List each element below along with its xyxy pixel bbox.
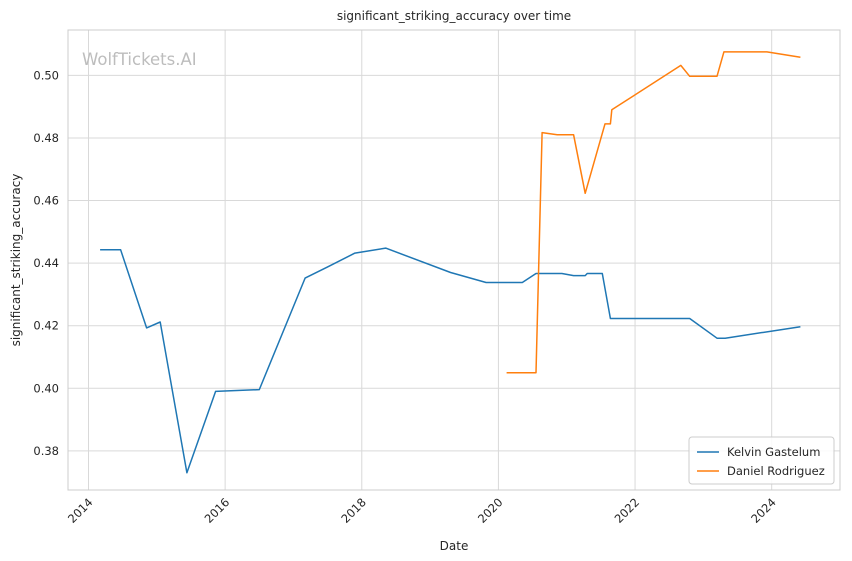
series-layer (100, 51, 801, 474)
y-tick-label: 0.44 (33, 256, 59, 270)
y-tick-label: 0.38 (33, 444, 59, 458)
legend-label-1: Kelvin Gastelum (727, 445, 820, 459)
y-tick-label: 0.40 (33, 381, 59, 395)
legend-label-2: Daniel Rodriguez (727, 464, 825, 478)
chart-title: significant_striking_accuracy over time (337, 9, 571, 23)
y-tick-label: 0.48 (33, 131, 59, 145)
series-line-2 (506, 51, 801, 374)
watermark: WolfTickets.AI (82, 50, 197, 69)
y-axis-ticks: 0.38 0.40 0.42 0.44 0.46 0.48 0.50 (33, 68, 59, 458)
series-line-1 (100, 247, 801, 474)
legend: Kelvin Gastelum Daniel Rodriguez (688, 436, 835, 485)
plot-frame (67, 29, 841, 491)
y-tick-label: 0.46 (33, 194, 59, 208)
y-tick-label: 0.50 (33, 68, 59, 82)
y-tick-label: 0.42 (33, 319, 59, 333)
x-axis-label: Date (440, 539, 469, 553)
y-axis-label: significant_striking_accuracy (9, 174, 23, 347)
plot-area (68, 30, 840, 490)
legend-box (688, 436, 835, 485)
